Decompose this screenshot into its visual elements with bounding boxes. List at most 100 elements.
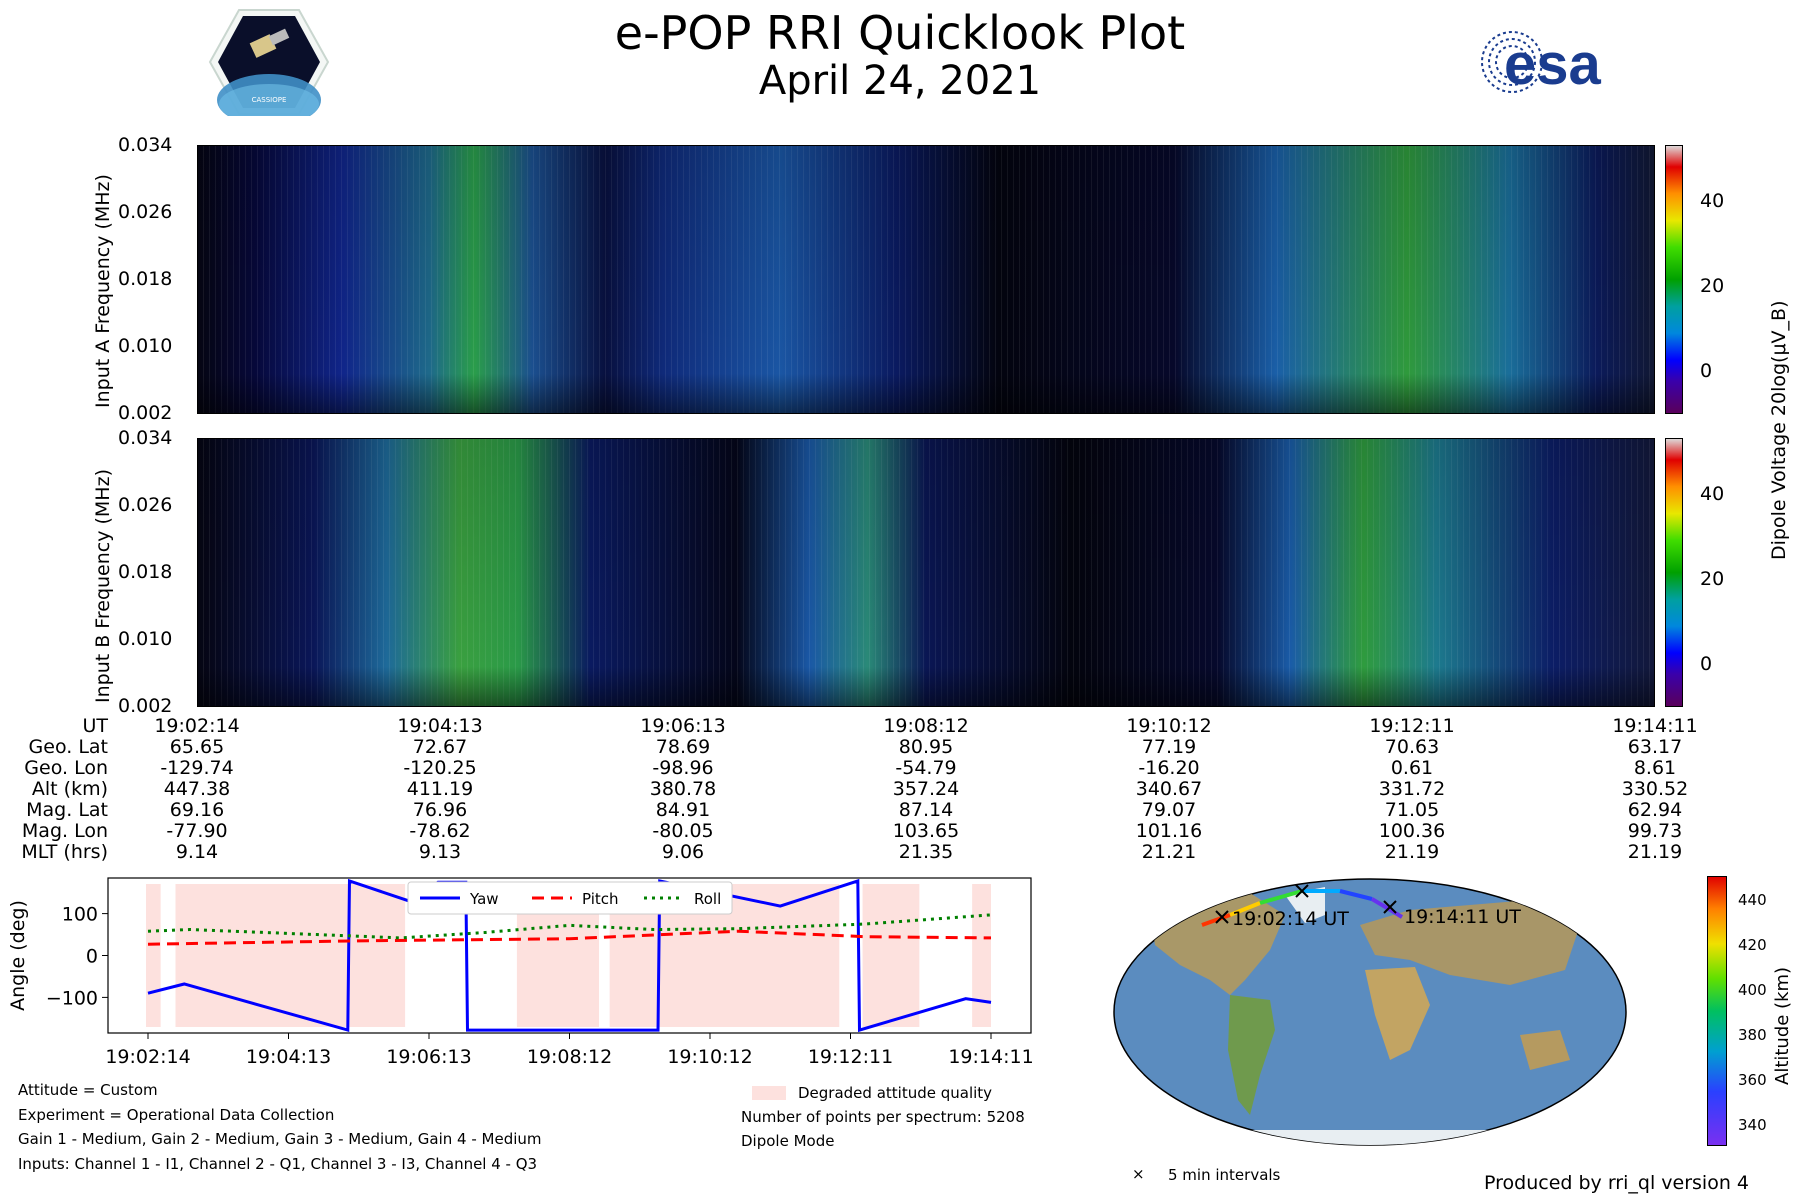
ephemeris-cell: 103.65 <box>892 820 960 842</box>
cbar-b-tick-0: 0 <box>1700 653 1713 675</box>
note-experiment: Experiment = Operational Data Collection <box>18 1106 335 1124</box>
alt-tick: 340 <box>1738 1116 1767 1134</box>
ytick-a-0: 0.034 <box>118 134 173 156</box>
colorbar-a <box>1665 145 1683 414</box>
ephemeris-cell: 70.63 <box>1384 736 1440 758</box>
ytick-b-2: 0.018 <box>118 561 173 583</box>
alt-tick: 360 <box>1738 1071 1767 1089</box>
ytick-a-1: 0.026 <box>118 201 173 223</box>
colorbar-b <box>1665 438 1683 707</box>
ephemeris-cell: 71.05 <box>1384 799 1440 821</box>
series-roll <box>147 913 992 940</box>
ytick-label: 100 <box>62 904 98 926</box>
cassiope-logo-text: CASSIOPE <box>252 96 287 104</box>
ephemeris-cell: 99.73 <box>1627 820 1683 842</box>
xtick-label: 19:10:12 <box>667 1046 752 1068</box>
xtick-label: 19:14:11 <box>948 1046 1033 1068</box>
ytick-a-4: 0.002 <box>118 402 173 424</box>
ephemeris-cell: 19:08:12 <box>883 715 969 737</box>
ephemeris-cell: 411.19 <box>406 778 474 800</box>
ephemeris-cell: 84.91 <box>655 799 711 821</box>
ephemeris-table: UT Geo. Lat Geo. Lon Alt (km) Mag. Lat M… <box>0 716 1800 866</box>
altitude-label: Altitude (km) <box>1772 966 1793 1085</box>
series-yaw <box>147 878 992 1033</box>
track-segment <box>1259 889 1303 905</box>
series-pitch <box>147 929 992 946</box>
note-attitude: Attitude = Custom <box>18 1081 158 1099</box>
ephemeris-cell: -77.90 <box>166 820 228 842</box>
ytick-b-1: 0.026 <box>118 494 173 516</box>
eph-row-label: Alt (km) <box>31 778 108 800</box>
ephemeris-cell: 101.16 <box>1135 820 1203 842</box>
ephemeris-cell: 330.52 <box>1621 778 1689 800</box>
note-inputs: Inputs: Channel 1 - I1, Channel 2 - Q1, … <box>18 1155 538 1173</box>
ephemeris-cell: 100.36 <box>1378 820 1446 842</box>
ephemeris-cell: -80.05 <box>652 820 714 842</box>
ephemeris-cell: 340.67 <box>1135 778 1203 800</box>
alt-tick: 380 <box>1738 1026 1767 1044</box>
ephemeris-cell: 63.17 <box>1627 736 1683 758</box>
ephemeris-cell: 19:12:11 <box>1369 715 1455 737</box>
note-gains: Gain 1 - Medium, Gain 2 - Medium, Gain 3… <box>18 1130 542 1148</box>
ephemeris-cell: 357.24 <box>892 778 960 800</box>
ytick-b-3: 0.010 <box>118 628 173 650</box>
alt-tick: 400 <box>1738 981 1767 999</box>
marker-legend-icon: × <box>1132 1165 1145 1183</box>
colorbar-label: Dipole Voltage 20log(μV_B) <box>1768 300 1790 561</box>
interval-marker <box>1215 910 1229 924</box>
page-title: e-POP RRI Quicklook Plot <box>614 6 1186 60</box>
ephemeris-cell: 65.65 <box>169 736 225 758</box>
legend-label-roll: Roll <box>694 890 721 908</box>
alt-tick: 420 <box>1738 936 1767 954</box>
ephemeris-cell: -129.74 <box>160 757 234 779</box>
altitude-colorbar <box>1707 876 1727 1146</box>
degraded-region <box>175 884 406 1027</box>
note-points: Number of points per spectrum: 5208 <box>741 1108 1025 1126</box>
eph-row-label: Geo. Lat <box>28 736 108 758</box>
ephemeris-cell: 87.14 <box>898 799 954 821</box>
eph-row-label: MLT (hrs) <box>21 841 108 863</box>
ytick-a-2: 0.018 <box>118 268 173 290</box>
ylabel-input-b: Input B Frequency (MHz) <box>92 469 114 703</box>
ylabel-input-a: Input A Frequency (MHz) <box>92 174 114 408</box>
ground-track-map: 19:02:14 UT 19:14:11 UT <box>1113 878 1627 1146</box>
ephemeris-cell: 72.67 <box>412 736 468 758</box>
cbar-a-tick-40: 40 <box>1700 190 1725 212</box>
cassiope-logo: CASSIOPE <box>208 9 330 116</box>
footer: Produced by rri_ql version 4 <box>1484 1172 1749 1194</box>
track-segment <box>1201 913 1231 927</box>
attitude-chart: 100 0 −100 19:02:14 19:04:13 19:06:13 19:08:12… <box>7 877 1034 1068</box>
cbar-b-tick-20: 20 <box>1700 568 1725 590</box>
degraded-region <box>146 884 161 1027</box>
ephemeris-cell: -16.20 <box>1138 757 1200 779</box>
ephemeris-cell: 19:04:13 <box>397 715 483 737</box>
track-segment <box>1370 897 1404 919</box>
ephemeris-cell: 77.19 <box>1141 736 1197 758</box>
ephemeris-cell: 80.95 <box>898 736 954 758</box>
ytick-label: −100 <box>46 987 98 1009</box>
ephemeris-cell: 79.07 <box>1141 799 1197 821</box>
esa-logo: esa <box>1481 31 1602 97</box>
ephemeris-cell: 19:14:11 <box>1612 715 1698 737</box>
marker-legend-label: 5 min intervals <box>1168 1166 1281 1184</box>
cbar-a-tick-20: 20 <box>1700 275 1725 297</box>
legend-label-yaw: Yaw <box>469 890 499 908</box>
ephemeris-cell: 21.19 <box>1384 841 1440 863</box>
ephemeris-cell: -98.96 <box>652 757 714 779</box>
ephemeris-cell: -78.62 <box>409 820 471 842</box>
attitude-ylabel: Angle (deg) <box>7 900 29 1011</box>
ytick-a-3: 0.010 <box>118 335 173 357</box>
map-label-end: 19:14:11 UT <box>1404 906 1521 928</box>
eph-row-label: UT <box>82 715 108 737</box>
ephemeris-cell: 21.19 <box>1627 841 1683 863</box>
degraded-region <box>972 884 991 1027</box>
ytick-b-4: 0.002 <box>118 695 173 717</box>
eph-row-label: Mag. Lat <box>26 799 108 821</box>
xtick-label: 19:12:11 <box>808 1046 893 1068</box>
track-segment <box>1229 901 1261 917</box>
note-dipole: Dipole Mode <box>741 1132 835 1150</box>
xtick-label: 19:02:14 <box>105 1046 190 1068</box>
track-segment <box>1339 889 1373 901</box>
ephemeris-cell: 9.13 <box>418 841 462 863</box>
ephemeris-cell: 0.61 <box>1390 757 1434 779</box>
